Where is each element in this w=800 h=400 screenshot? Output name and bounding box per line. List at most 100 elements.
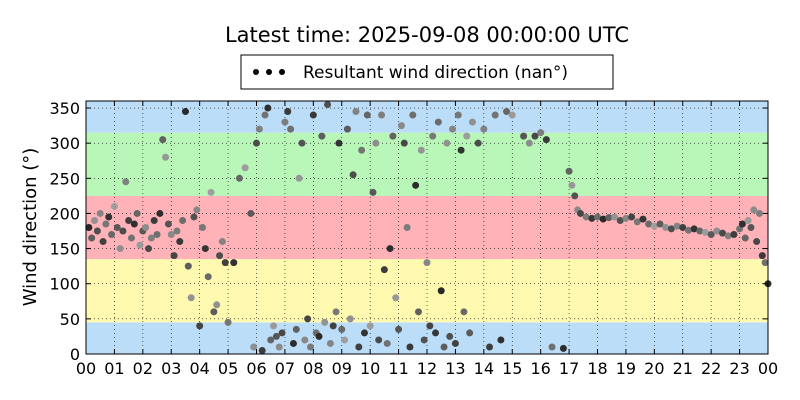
data-point (272, 332, 280, 340)
data-point (247, 209, 255, 217)
x-tick-label: 17 (559, 359, 579, 378)
data-point (719, 229, 727, 237)
data-point (326, 339, 334, 347)
x-tick-label: 00 (76, 359, 96, 378)
y-tick-label: 300 (49, 134, 80, 153)
data-point (324, 101, 332, 109)
data-point (423, 259, 431, 267)
x-tick-label: 16 (530, 359, 550, 378)
data-point (235, 174, 243, 182)
data-point (267, 336, 275, 344)
data-point (755, 209, 763, 217)
y-tick-label: 350 (49, 99, 80, 118)
data-point (105, 213, 113, 221)
data-point (278, 329, 286, 337)
data-point (210, 308, 218, 316)
data-point (298, 139, 306, 147)
data-point (525, 139, 533, 147)
data-point (193, 206, 201, 214)
data-point (116, 245, 124, 253)
data-point (758, 252, 766, 260)
x-tick-label: 00 (758, 359, 778, 378)
data-point (181, 108, 189, 116)
x-tick-label: 19 (616, 359, 636, 378)
data-point (230, 259, 238, 267)
data-point (594, 213, 601, 221)
data-point (321, 318, 329, 326)
data-point (449, 125, 457, 133)
data-point (420, 336, 428, 344)
data-point (153, 231, 161, 239)
data-point (403, 224, 411, 231)
data-point (599, 215, 607, 223)
data-point (474, 139, 482, 147)
data-point (537, 129, 545, 137)
data-point (744, 216, 752, 224)
data-point (701, 228, 709, 236)
data-point (531, 132, 539, 140)
data-point (633, 218, 641, 226)
y-tick-label: 250 (49, 169, 80, 188)
data-point (88, 234, 96, 242)
data-point (159, 136, 167, 144)
data-point (571, 192, 579, 200)
data-point (738, 220, 746, 228)
data-point (289, 339, 297, 347)
data-point (434, 118, 442, 126)
data-point (426, 322, 434, 330)
x-tick-label: 13 (445, 359, 465, 378)
x-tick-label: 15 (502, 359, 522, 378)
data-point (173, 227, 181, 235)
data-point (383, 339, 391, 347)
data-point (258, 346, 266, 354)
data-point (548, 343, 556, 351)
x-tick-label: 22 (701, 359, 721, 378)
x-tick-label: 02 (133, 359, 153, 378)
data-point (338, 325, 346, 333)
x-tick-label: 08 (303, 359, 323, 378)
data-point (341, 336, 349, 344)
data-point (318, 132, 326, 140)
legend-box (240, 54, 614, 90)
data-point (412, 181, 420, 189)
data-point (684, 226, 692, 234)
data-point (503, 108, 511, 116)
data-point (369, 188, 377, 196)
data-point (122, 178, 130, 186)
data-point (372, 139, 380, 147)
data-point (96, 209, 104, 217)
y-axis-ticks: 0 50 100 150 200 250 300 350 (49, 99, 768, 364)
data-point (389, 132, 397, 140)
data-point (622, 214, 630, 222)
data-point (451, 339, 459, 347)
data-point (93, 227, 101, 235)
data-point (582, 213, 590, 221)
data-point (287, 125, 295, 133)
data-point (170, 252, 178, 260)
data-point (446, 332, 454, 340)
data-point (432, 329, 440, 337)
data-point (315, 332, 323, 340)
data-point (673, 222, 681, 230)
data-point (224, 318, 232, 326)
data-point (335, 139, 343, 147)
data-point (457, 146, 465, 154)
data-point (270, 322, 278, 330)
data-point (363, 111, 371, 119)
x-tick-label: 14 (474, 359, 494, 378)
data-point (156, 209, 164, 217)
x-tick-label: 20 (644, 359, 664, 378)
data-point (730, 231, 738, 239)
data-point (113, 224, 121, 231)
y-tick-label: 50 (60, 310, 80, 329)
data-point (187, 294, 195, 302)
data-point (190, 213, 198, 221)
data-point (355, 343, 363, 351)
data-point (130, 220, 138, 228)
data-point (559, 344, 567, 352)
data-point (605, 214, 613, 222)
data-point (281, 118, 289, 126)
data-point (576, 209, 584, 217)
data-point (486, 343, 494, 351)
data-point (397, 122, 405, 130)
